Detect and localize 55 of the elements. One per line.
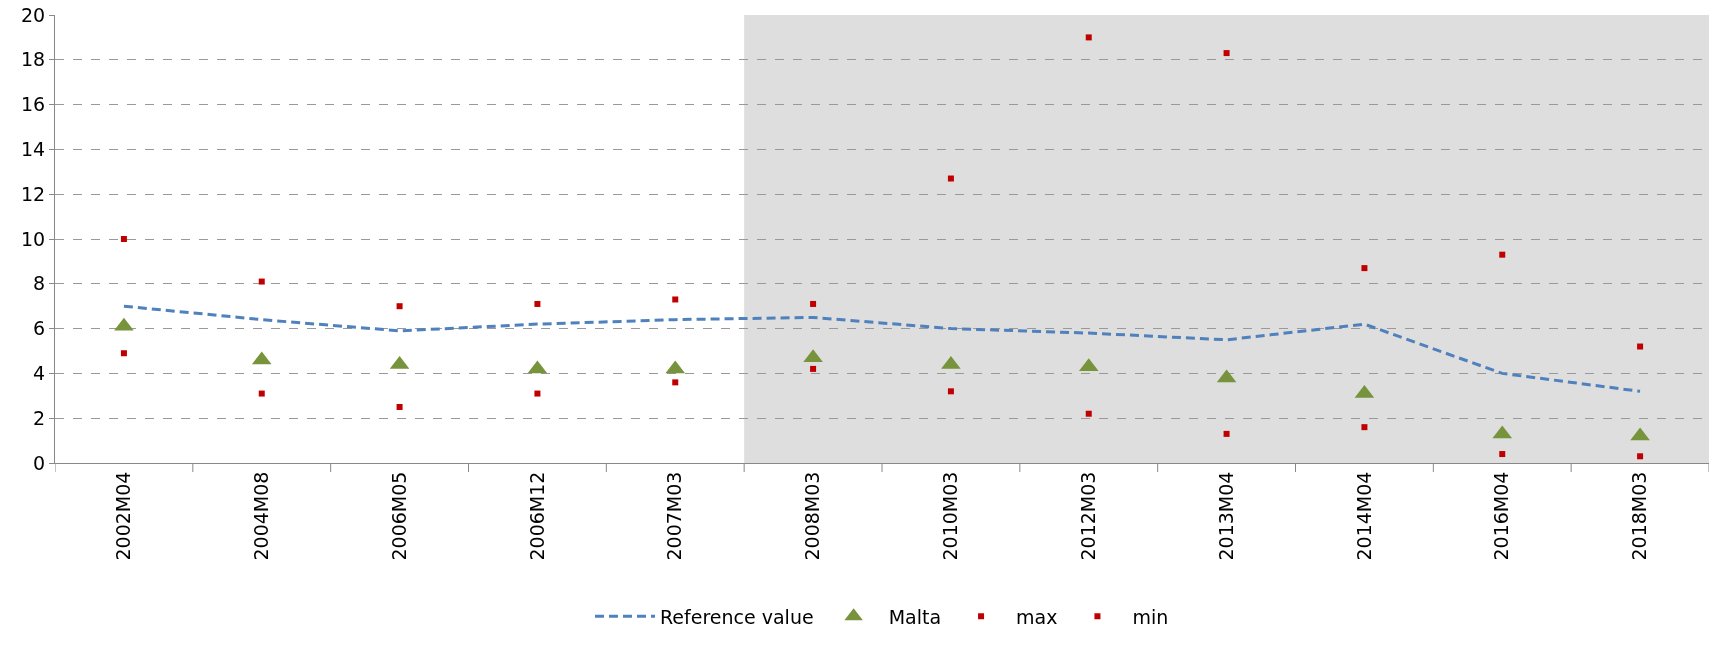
- x-tick-label: 2014M04: [1352, 471, 1375, 561]
- point: [258, 278, 265, 285]
- point: [534, 390, 541, 397]
- point: [1361, 424, 1368, 431]
- x-tick-label: 2006M12: [525, 471, 548, 561]
- x-tick-label: 2010M03: [939, 471, 962, 561]
- y-tick-label: 6: [33, 317, 46, 340]
- point: [120, 236, 127, 242]
- y-tick-label: 4: [33, 362, 46, 385]
- point: [1499, 251, 1506, 258]
- point: [1085, 410, 1092, 417]
- point: [1637, 343, 1644, 350]
- y-tick-label: 16: [21, 93, 46, 116]
- legend-label: Reference value: [660, 605, 814, 628]
- x-tick-label: 2004M08: [249, 471, 272, 561]
- point: [258, 390, 265, 397]
- point: [1637, 453, 1644, 460]
- legend-label: min: [1132, 605, 1169, 628]
- y-tick-label: 18: [21, 48, 46, 71]
- y-tick-label: 2: [33, 406, 46, 429]
- point: [1630, 427, 1650, 441]
- legend-label: Malta: [888, 605, 942, 628]
- point: [1085, 34, 1092, 41]
- y-tick-label: 0: [33, 451, 46, 474]
- point: [396, 404, 403, 410]
- x-tick-label: 2013M04: [1214, 471, 1237, 561]
- line-series: [122, 304, 1642, 393]
- point: [396, 303, 403, 310]
- point: [1361, 265, 1368, 272]
- point: [120, 350, 127, 357]
- point: [114, 317, 134, 331]
- point: [1223, 430, 1230, 437]
- x-tick-label: 2018M03: [1628, 471, 1651, 561]
- point: [810, 300, 817, 307]
- x-tick-label: 2007M03: [663, 471, 686, 561]
- point: [672, 296, 679, 303]
- y-tick-label: 10: [21, 227, 46, 250]
- point: [810, 365, 817, 372]
- point: [534, 300, 541, 307]
- x-tick-label: 2008M03: [801, 471, 824, 561]
- point: [947, 175, 954, 182]
- point: [941, 355, 961, 369]
- y-tick-label: 12: [21, 182, 46, 205]
- point: [1223, 50, 1230, 57]
- y-tick-label: 14: [21, 138, 46, 161]
- y-tick-label: 20: [21, 3, 46, 26]
- point: [672, 379, 679, 386]
- x-tick-label: 2006M05: [387, 471, 410, 561]
- point: [947, 388, 954, 395]
- x-tick-label: 2016M04: [1490, 471, 1513, 561]
- x-tick-label: 2002M04: [112, 471, 135, 561]
- point: [1499, 451, 1506, 458]
- legend-label: max: [1016, 605, 1058, 628]
- x-tick-label: 2012M03: [1076, 471, 1099, 561]
- y-tick-label: 8: [33, 272, 46, 295]
